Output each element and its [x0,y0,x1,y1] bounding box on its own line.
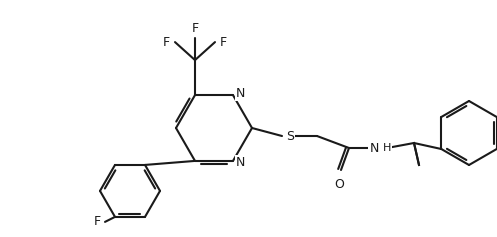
Text: S: S [286,129,294,142]
Text: F: F [163,36,170,49]
Text: N: N [370,141,379,155]
Text: F: F [94,215,101,228]
Text: H: H [383,143,391,153]
Text: O: O [334,178,344,191]
Text: F: F [191,22,199,35]
Text: N: N [236,87,246,100]
Text: F: F [220,36,227,49]
Text: N: N [236,156,246,169]
